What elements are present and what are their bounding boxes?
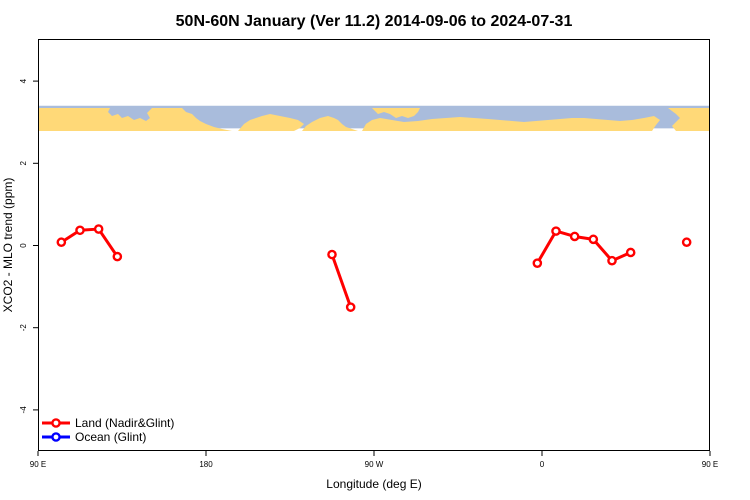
data-point <box>327 249 337 260</box>
map-strip <box>39 105 710 131</box>
y-tick-label: -2 <box>19 324 28 332</box>
y-axis: -4 -2 0 2 4 <box>19 78 38 413</box>
y-tick-label: -4 <box>19 406 28 414</box>
data-point <box>93 224 104 234</box>
data-point <box>75 225 85 236</box>
data-point <box>739 239 746 246</box>
x-tick-label: 180 <box>199 460 213 469</box>
y-tick-label: 4 <box>19 78 28 83</box>
data-point <box>112 251 123 262</box>
plot-frame <box>38 39 710 451</box>
data-point <box>551 226 561 236</box>
y-tick-label: 2 <box>19 161 28 166</box>
series-line <box>60 227 119 258</box>
x-tick-label: 90 E <box>30 460 46 469</box>
data-point <box>625 247 636 258</box>
x-tick-label: 90 E <box>702 460 718 469</box>
data-point <box>532 258 543 268</box>
y-tick-label: 0 <box>19 243 28 248</box>
data-point <box>588 234 599 245</box>
legend-label: Land (Nadir&Glint) <box>75 416 174 430</box>
x-tick-label: 90 W <box>365 460 384 469</box>
legend-marker <box>51 432 61 442</box>
x-axis-label: Longitude (deg E) <box>326 477 421 491</box>
series-line <box>536 229 632 264</box>
data-point <box>569 231 580 242</box>
chart-title: 50N-60N January (Ver 11.2) 2014-09-06 to… <box>176 13 573 30</box>
data-point <box>345 302 356 312</box>
data-point <box>56 237 67 248</box>
series-line <box>743 229 750 257</box>
data-point <box>607 255 617 266</box>
series-line <box>330 254 353 308</box>
y-axis-label: XCO2 - MLO trend (ppm) <box>1 178 15 313</box>
series-layer <box>56 224 750 312</box>
legend-marker <box>51 418 61 428</box>
map-strip-land <box>39 108 710 131</box>
data-point <box>681 237 692 248</box>
legend-label: Ocean (Glint) <box>75 430 146 444</box>
legend: Land (Nadir&Glint)Ocean (Glint) <box>42 416 174 444</box>
x-tick-label: 0 <box>540 460 545 469</box>
